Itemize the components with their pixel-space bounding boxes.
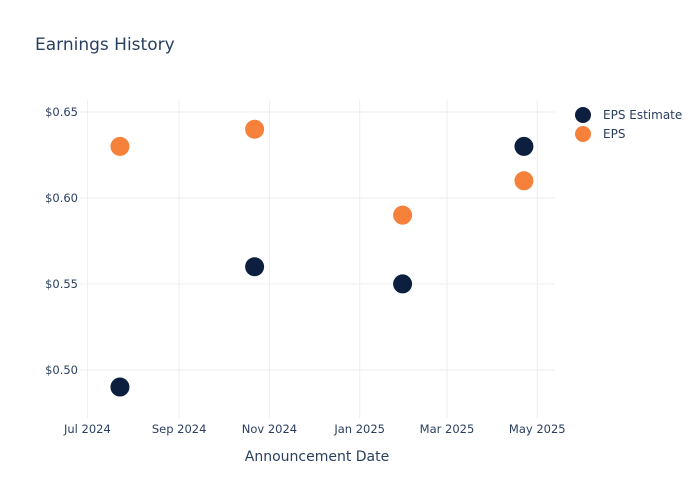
legend[interactable]: EPS Estimate EPS: [575, 107, 682, 142]
legend-item[interactable]: EPS Estimate: [575, 107, 682, 123]
x-tick-label: Nov 2024: [242, 422, 297, 436]
y-tick-label: $0.50: [45, 363, 78, 377]
point-layer: [110, 119, 534, 397]
data-point[interactable]: [245, 119, 265, 139]
chart-title: Earnings History: [35, 35, 175, 55]
tick-layer: Jul 2024 Sep 2024 Nov 2024 Jan 2025 Mar 2025…: [45, 105, 566, 436]
data-point[interactable]: [110, 136, 130, 156]
legend-marker: [575, 126, 591, 142]
x-tick-label: Mar 2025: [420, 422, 475, 436]
grid-layer: [80, 100, 555, 418]
x-tick-label: Jul 2024: [63, 422, 111, 436]
x-tick-label: Sep 2024: [152, 422, 207, 436]
data-point[interactable]: [245, 257, 265, 277]
data-point[interactable]: [393, 205, 413, 225]
data-point[interactable]: [393, 274, 413, 294]
x-axis-title: Announcement Date: [245, 449, 389, 465]
data-point[interactable]: [110, 377, 130, 397]
x-tick-label: May 2025: [509, 422, 566, 436]
y-tick-label: $0.55: [45, 277, 78, 291]
y-tick-label: $0.65: [45, 105, 78, 119]
legend-label: EPS: [603, 127, 625, 141]
legend-label: EPS Estimate: [603, 108, 682, 122]
data-point[interactable]: [514, 136, 534, 156]
y-tick-label: $0.60: [45, 191, 78, 205]
data-point[interactable]: [514, 171, 534, 191]
legend-item[interactable]: EPS: [575, 126, 625, 142]
legend-marker: [575, 107, 591, 123]
x-tick-label: Jan 2025: [333, 422, 385, 436]
